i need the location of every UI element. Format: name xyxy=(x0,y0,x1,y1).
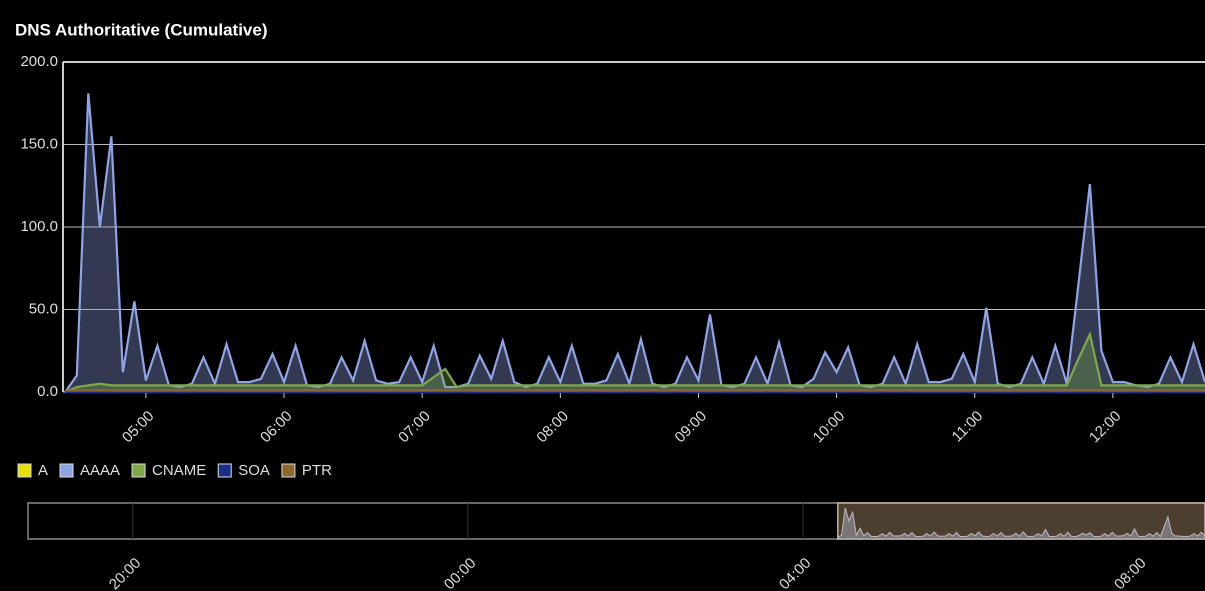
legend-swatch xyxy=(131,463,146,478)
legend-label: A xyxy=(38,462,48,479)
navigator-tick-label: 20:00 xyxy=(106,555,145,591)
legend-swatch xyxy=(59,463,74,478)
navigator-tick-label: 04:00 xyxy=(776,555,815,591)
legend-label: SOA xyxy=(238,462,270,479)
x-tick-label: 11:00 xyxy=(949,408,987,446)
line xyxy=(64,93,1205,393)
x-tick-label: 06:00 xyxy=(257,408,296,447)
legend-swatch xyxy=(17,463,32,478)
chart-title: DNS Authoritative (Cumulative) xyxy=(15,20,268,39)
x-tick-label: 08:00 xyxy=(533,408,572,447)
legend-label: PTR xyxy=(302,462,332,479)
y-tick-label: 200.0 xyxy=(20,53,58,70)
legend-swatch xyxy=(217,463,232,478)
navigator-tick-label: 08:00 xyxy=(1111,555,1150,591)
x-tick-label: 05:00 xyxy=(119,408,158,447)
area xyxy=(65,93,1205,392)
legend-label: AAAA xyxy=(80,462,120,479)
line xyxy=(64,330,1205,394)
legend-label: CNAME xyxy=(152,462,206,479)
navigator-series xyxy=(837,507,1205,540)
x-tick-label: 07:00 xyxy=(395,408,434,447)
navigator-tick-label: 00:00 xyxy=(441,555,480,591)
y-tick-label: 50.0 xyxy=(29,300,58,317)
y-tick-label: 0.0 xyxy=(37,383,58,400)
x-tick-label: 10:00 xyxy=(810,408,849,447)
y-tick-label: 150.0 xyxy=(20,135,58,152)
y-tick-label: 100.0 xyxy=(20,218,58,235)
x-tick-label: 09:00 xyxy=(672,408,711,447)
legend-swatch xyxy=(281,463,296,478)
x-tick-label: 12:00 xyxy=(1086,408,1125,447)
